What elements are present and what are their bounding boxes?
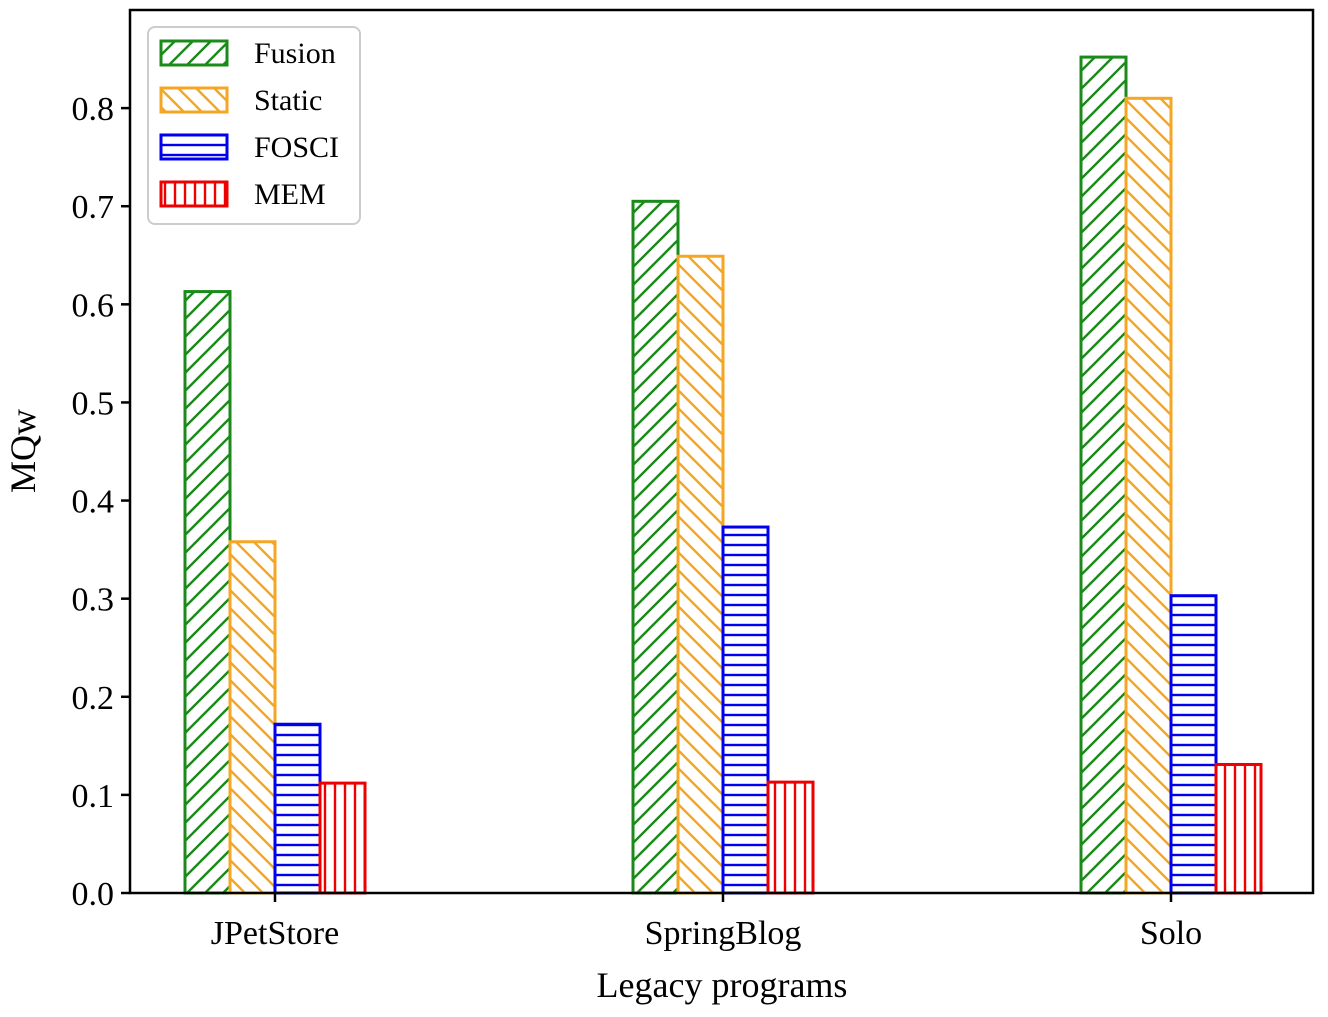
y-tick-label: 0.6 — [72, 287, 115, 324]
bar-mem-springblog — [766, 780, 815, 895]
bar-fusion-solo — [1079, 55, 1128, 895]
y-tick-label: 0.3 — [72, 582, 115, 619]
bar-mem-solo — [1214, 762, 1263, 895]
x-tick-label: JPetStore — [211, 915, 339, 952]
bar-fusion-jpetstore — [183, 290, 232, 895]
legend-swatch-fosci — [159, 133, 229, 161]
y-tick-label: 0.1 — [72, 778, 115, 815]
x-axis-label: Legacy programs — [597, 965, 848, 1005]
bar-static-solo — [1124, 96, 1173, 895]
y-tick-label: 0.0 — [72, 876, 115, 913]
y-tick-label: 0.2 — [72, 680, 115, 717]
legend-label-fusion: Fusion — [254, 37, 336, 70]
legend-label-static: Static — [254, 84, 322, 117]
y-tick-label: 0.8 — [72, 91, 115, 128]
bars-layer — [183, 55, 1263, 895]
legend-swatch-mem — [159, 180, 229, 208]
y-tick-label: 0.5 — [72, 385, 115, 422]
plot-frame — [128, 8, 1315, 895]
legend-swatch-fusion — [159, 39, 229, 67]
bar-fosci-jpetstore — [273, 722, 322, 895]
axis-ticks: 0.0 0.1 0.2 0.3 0.4 0.5 0.6 0.7 0.8 JPetStore Spri… — [72, 91, 1203, 952]
legend-swatch-static — [159, 86, 229, 114]
legend-label-mem: MEM — [254, 178, 326, 211]
bar-fosci-solo — [1169, 594, 1218, 895]
legend: Fusion Static FOSCI MEM — [147, 26, 361, 225]
bar-static-springblog — [676, 254, 725, 895]
legend-box — [147, 26, 361, 225]
bar-fusion-springblog — [631, 199, 680, 895]
bar-mem-jpetstore — [318, 781, 367, 895]
bar-fosci-springblog — [721, 525, 770, 895]
y-tick-label: 0.4 — [72, 484, 115, 521]
x-tick-label: SpringBlog — [645, 915, 802, 952]
legend-label-fosci: FOSCI — [254, 131, 339, 164]
y-tick-label: 0.7 — [72, 189, 115, 226]
bar-static-jpetstore — [228, 540, 277, 895]
y-axis-label: MQw — [3, 409, 43, 493]
x-tick-label: Solo — [1140, 915, 1202, 952]
